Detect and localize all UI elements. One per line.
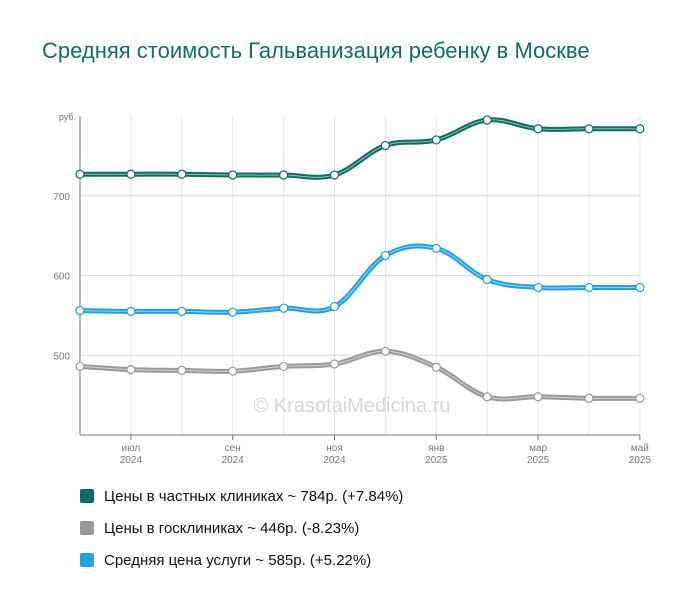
- legend-label: Цены в частных клиниках ~ 784р. (+7.84%): [104, 487, 404, 505]
- x-tick-year-label: 2025: [425, 455, 448, 466]
- data-point[interactable]: [279, 170, 289, 180]
- data-point[interactable]: [75, 305, 85, 316]
- data-point[interactable]: [635, 124, 645, 134]
- data-point[interactable]: [329, 359, 340, 369]
- series-line: [77, 243, 643, 315]
- x-tick-month-label: сен: [225, 443, 241, 454]
- data-point[interactable]: [584, 124, 594, 134]
- legend-swatch: [80, 489, 94, 503]
- x-tick-year-label: 2025: [527, 455, 550, 466]
- data-point[interactable]: [279, 303, 289, 313]
- legend-swatch: [80, 521, 94, 535]
- data-point[interactable]: [228, 170, 238, 180]
- series-line: [77, 117, 643, 180]
- data-point[interactable]: [177, 306, 187, 316]
- data-point[interactable]: [329, 302, 340, 312]
- data-point[interactable]: [482, 115, 492, 125]
- data-point[interactable]: [126, 306, 136, 316]
- data-point[interactable]: [380, 250, 390, 261]
- x-tick-year-label: 2024: [323, 455, 346, 466]
- y-tick-label: 600: [53, 272, 70, 283]
- y-tick-label: 700: [53, 192, 70, 203]
- data-point[interactable]: [533, 124, 543, 134]
- series-line: [77, 348, 643, 402]
- data-point[interactable]: [635, 393, 645, 403]
- data-point[interactable]: [228, 307, 238, 317]
- data-point[interactable]: [126, 169, 136, 179]
- x-tick-year-label: 2024: [222, 455, 245, 466]
- data-point[interactable]: [533, 392, 543, 402]
- chart-title: Средняя стоимость Гальванизация ребенку …: [42, 38, 590, 63]
- data-point[interactable]: [279, 361, 289, 372]
- data-point[interactable]: [584, 282, 594, 293]
- data-point[interactable]: [75, 169, 85, 179]
- data-point[interactable]: [380, 346, 390, 356]
- data-point[interactable]: [228, 366, 238, 376]
- data-point[interactable]: [177, 365, 187, 376]
- data-point[interactable]: [329, 170, 340, 180]
- y-tick-label: 500: [53, 351, 70, 362]
- data-point[interactable]: [126, 365, 136, 375]
- data-point[interactable]: [431, 243, 441, 253]
- data-point[interactable]: [584, 393, 594, 403]
- watermark: © KrasotaiMedicina.ru: [253, 395, 450, 417]
- data-point[interactable]: [380, 140, 390, 151]
- legend-item[interactable]: Средняя цена услуги ~ 585р. (+5.22%): [80, 550, 403, 570]
- series-1: [75, 346, 645, 403]
- data-point[interactable]: [482, 274, 492, 285]
- series-group: [75, 115, 645, 403]
- legend-item[interactable]: Цены в госклиниках ~ 446р. (-8.23%): [80, 518, 403, 538]
- data-point[interactable]: [75, 361, 85, 372]
- legend-item[interactable]: Цены в частных клиниках ~ 784р. (+7.84%): [80, 486, 403, 506]
- series-2: [75, 243, 645, 317]
- x-tick-year-label: 2024: [120, 455, 143, 466]
- data-point[interactable]: [482, 392, 492, 402]
- legend-label: Средняя цена услуги ~ 585р. (+5.22%): [104, 551, 372, 569]
- chart-legend: Цены в частных клиниках ~ 784р. (+7.84%)…: [80, 486, 403, 582]
- legend-label: Цены в госклиниках ~ 446р. (-8.23%): [104, 519, 360, 537]
- data-point[interactable]: [177, 169, 187, 179]
- legend-swatch: [80, 553, 94, 567]
- x-tick-month-label: июл: [122, 443, 141, 454]
- x-tick-month-label: янв: [428, 443, 444, 454]
- x-tick-month-label: мар: [529, 443, 547, 454]
- x-tick-month-label: ноя: [326, 443, 343, 454]
- y-axis-unit-label: руб.: [59, 112, 76, 122]
- x-tick-month-label: май: [631, 443, 649, 454]
- x-tick-year-label: 2025: [629, 455, 652, 466]
- data-point[interactable]: [431, 135, 441, 145]
- chart-grid: 500600700руб.июл2024сен2024ноя2024янв202…: [53, 112, 651, 466]
- data-point[interactable]: [431, 362, 441, 372]
- data-point[interactable]: [533, 282, 543, 293]
- data-point[interactable]: [635, 282, 645, 293]
- series-0: [75, 115, 645, 180]
